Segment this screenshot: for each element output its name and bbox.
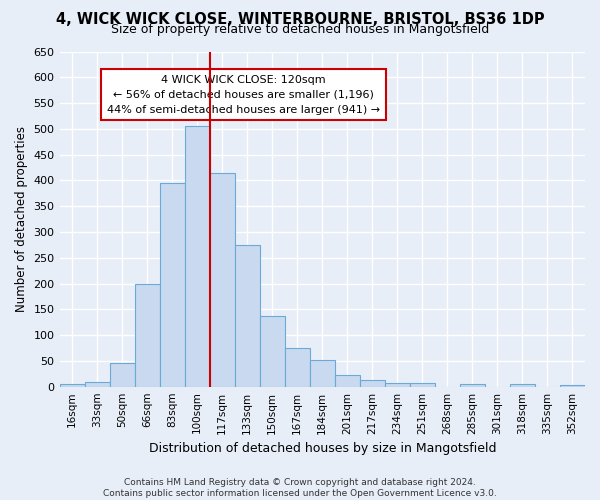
Bar bbox=[235, 245, 260, 386]
Bar bbox=[310, 360, 335, 386]
Text: Contains HM Land Registry data © Crown copyright and database right 2024.
Contai: Contains HM Land Registry data © Crown c… bbox=[103, 478, 497, 498]
Bar bbox=[110, 364, 134, 386]
Bar bbox=[510, 384, 535, 386]
Bar bbox=[260, 316, 285, 386]
Bar bbox=[59, 384, 85, 386]
X-axis label: Distribution of detached houses by size in Mangotsfield: Distribution of detached houses by size … bbox=[149, 442, 496, 455]
Bar bbox=[185, 126, 209, 386]
Bar bbox=[134, 284, 160, 387]
Bar bbox=[209, 172, 235, 386]
Bar bbox=[160, 183, 185, 386]
Text: Size of property relative to detached houses in Mangotsfield: Size of property relative to detached ho… bbox=[111, 22, 489, 36]
Bar bbox=[410, 382, 435, 386]
Bar bbox=[385, 382, 410, 386]
Bar bbox=[560, 384, 585, 386]
Text: 4, WICK WICK CLOSE, WINTERBOURNE, BRISTOL, BS36 1DP: 4, WICK WICK CLOSE, WINTERBOURNE, BRISTO… bbox=[56, 12, 544, 28]
Y-axis label: Number of detached properties: Number of detached properties bbox=[15, 126, 28, 312]
Text: 4 WICK WICK CLOSE: 120sqm
← 56% of detached houses are smaller (1,196)
44% of se: 4 WICK WICK CLOSE: 120sqm ← 56% of detac… bbox=[107, 75, 380, 114]
Bar bbox=[85, 382, 110, 386]
Bar bbox=[460, 384, 485, 386]
Bar bbox=[285, 348, 310, 387]
Bar bbox=[360, 380, 385, 386]
Bar bbox=[335, 376, 360, 386]
